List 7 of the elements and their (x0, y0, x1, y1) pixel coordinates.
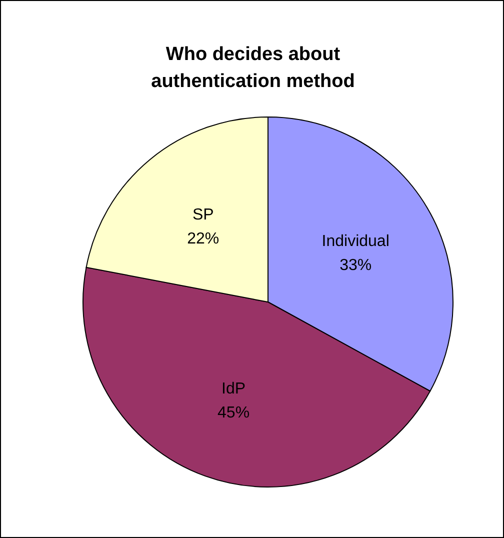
chart-title: Who decides about authentication method (150, 43, 356, 94)
data-label: 22% (187, 230, 220, 248)
data-label: 33% (340, 257, 372, 274)
slice-label: Individual (322, 233, 390, 250)
slice-label: IdP (222, 380, 246, 398)
data-label: 45% (218, 404, 250, 422)
slice-label: SP (192, 206, 214, 224)
